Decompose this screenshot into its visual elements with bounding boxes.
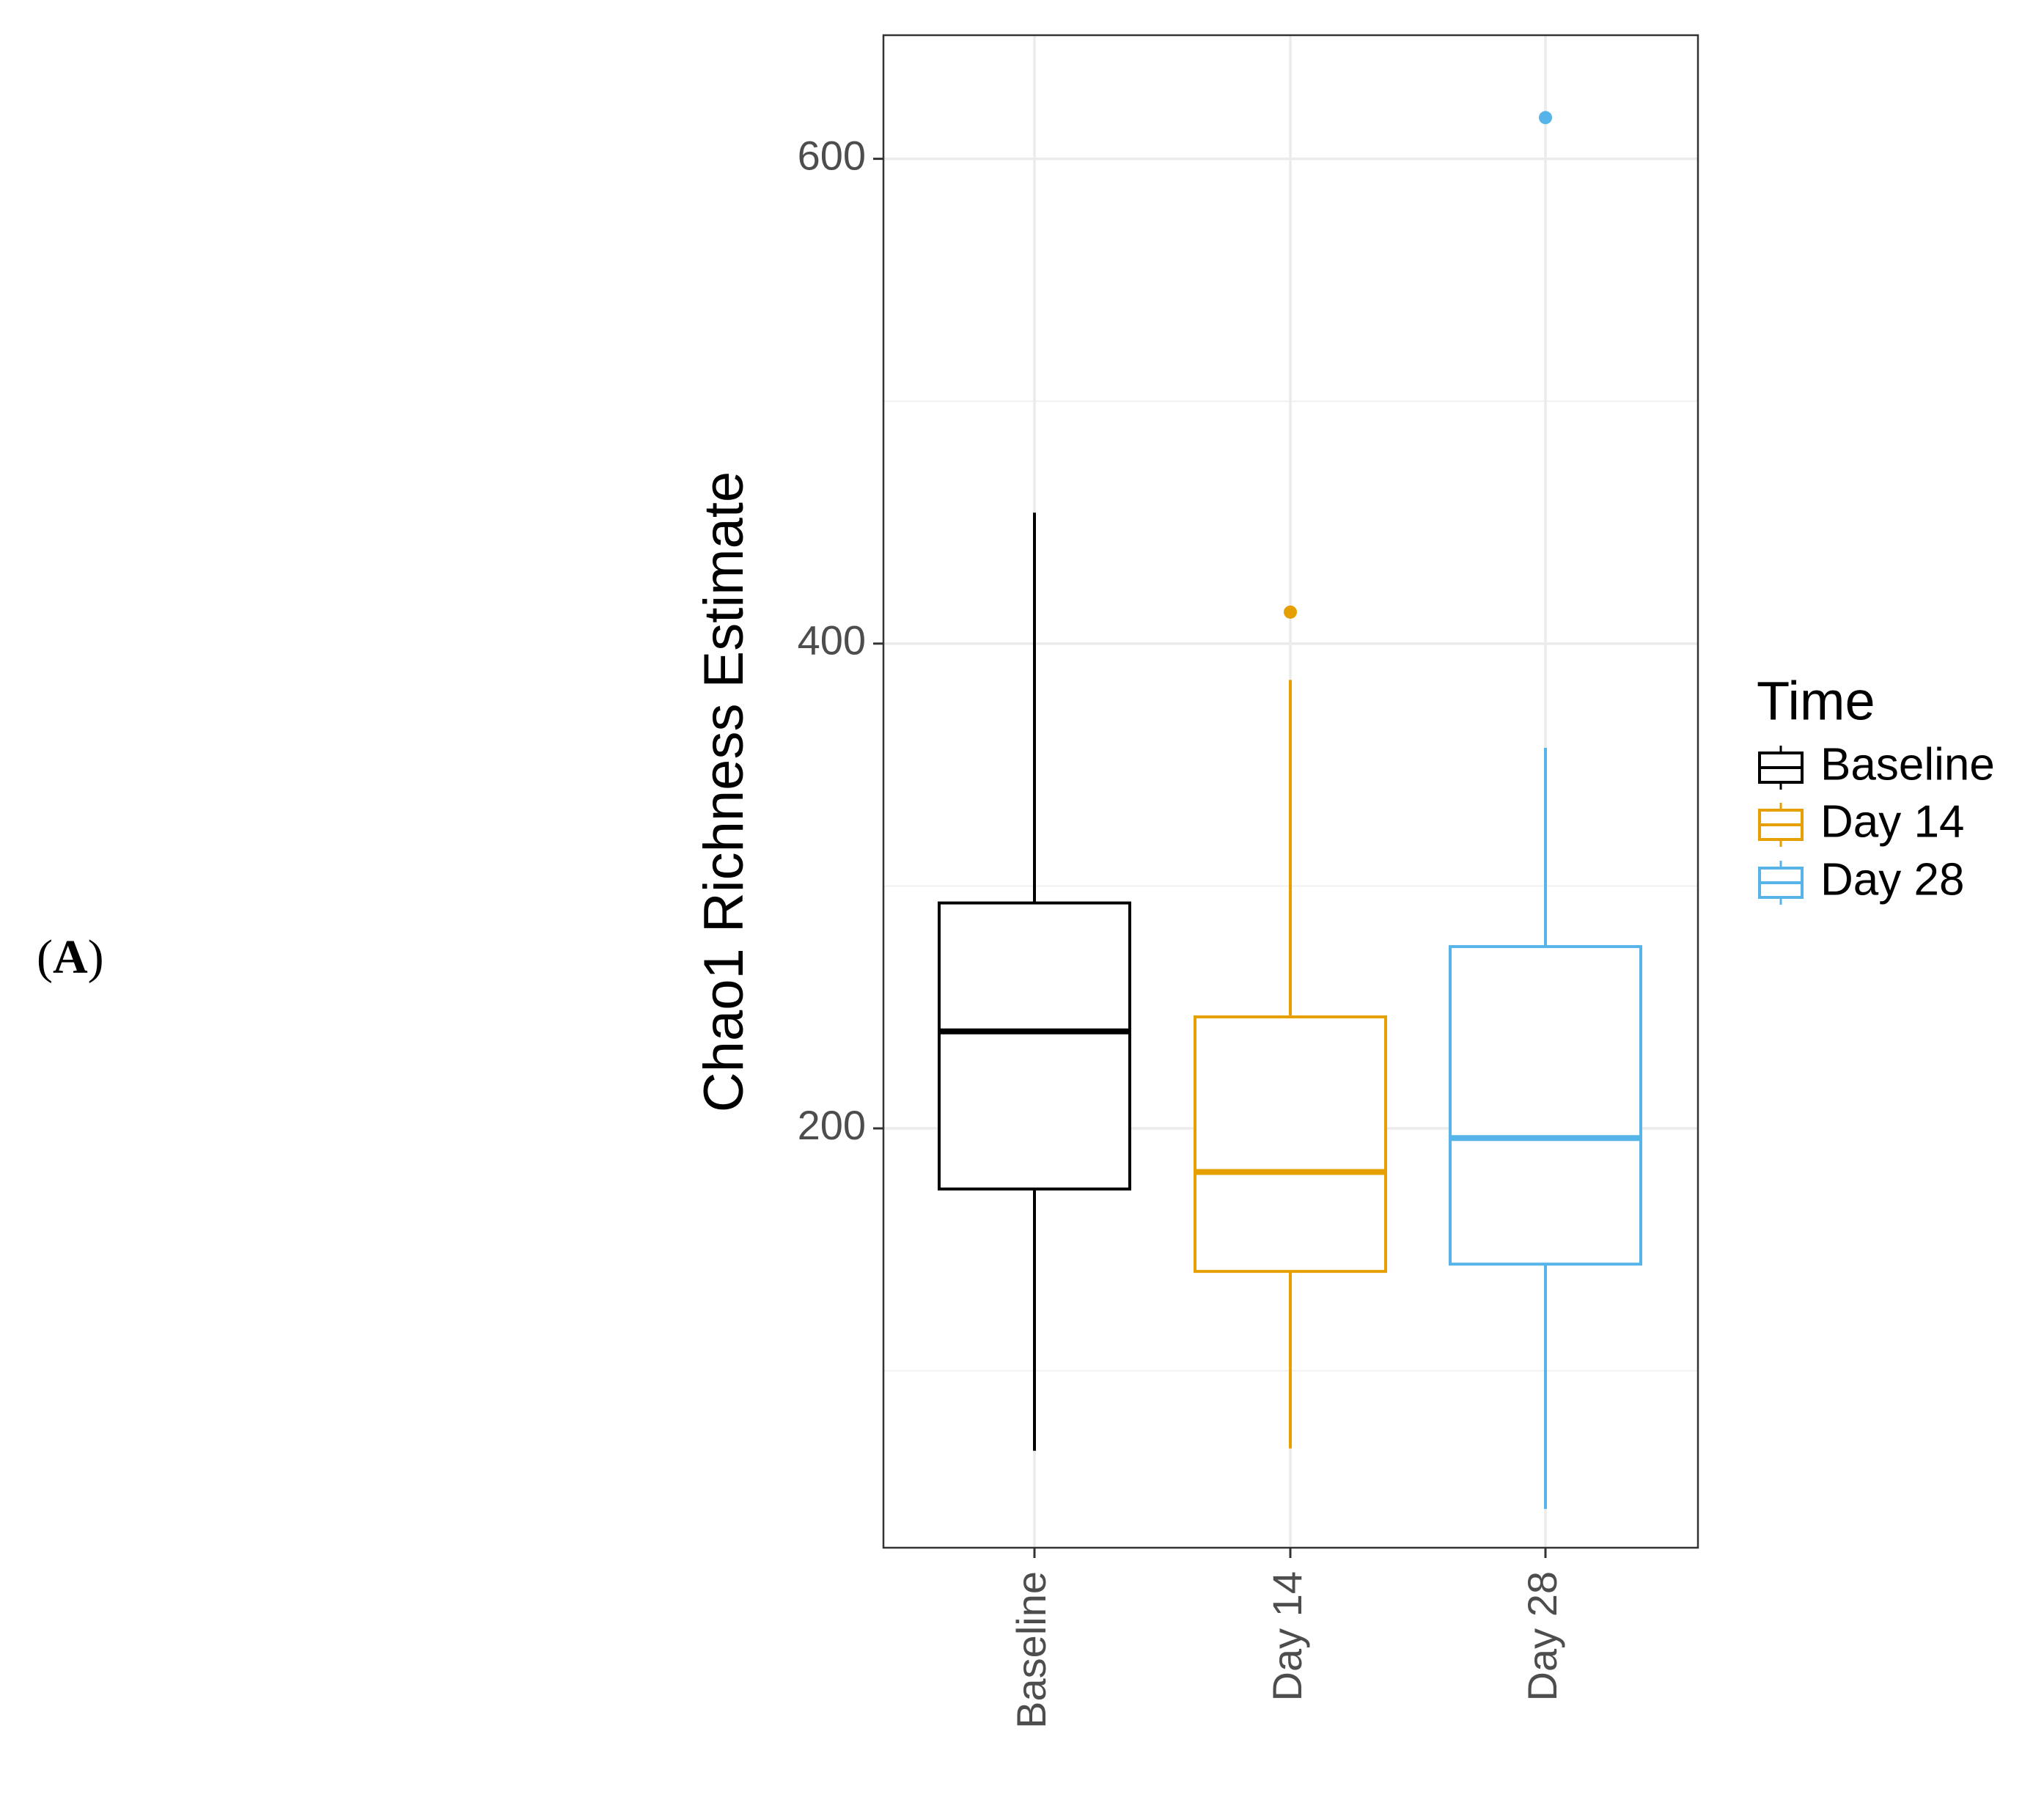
legend: Time Baseline Day 14 Day 28 (1757, 671, 1995, 905)
y-tick-label: 200 (798, 1102, 866, 1148)
outlier-point (1284, 605, 1297, 619)
box-group-day-14 (1194, 605, 1387, 1449)
box-group-day-28 (1449, 111, 1642, 1510)
legend-item-baseline: Baseline (1758, 739, 1995, 790)
outlier-point (1539, 111, 1552, 125)
x-tick-label: Day 28 (1519, 1571, 1565, 1701)
axis-layer: 200 400 600 Baseline Day 14 Day 28 (798, 132, 1565, 1728)
legend-item-label: Day 14 (1820, 796, 1964, 847)
legend-item-label: Day 28 (1820, 854, 1964, 905)
box (1194, 1015, 1387, 1274)
y-tick-label: 600 (798, 132, 866, 178)
legend-item-label: Baseline (1820, 739, 1995, 790)
box-layer (938, 111, 1642, 1510)
y-axis-title: Chao1 Richness Estimate (693, 471, 755, 1112)
legend-title: Time (1757, 671, 1875, 732)
y-tick-label: 400 (798, 617, 866, 664)
box (938, 901, 1131, 1191)
panel-label-letter: A (52, 930, 88, 984)
x-tick-label: Baseline (1008, 1571, 1054, 1729)
x-tick-label: Day 14 (1264, 1571, 1310, 1701)
panel-label: (A) (37, 930, 104, 984)
box-group-baseline (938, 512, 1131, 1451)
box (1449, 945, 1642, 1266)
legend-item-day-14: Day 14 (1758, 796, 1964, 847)
legend-item-day-28: Day 28 (1758, 854, 1964, 905)
